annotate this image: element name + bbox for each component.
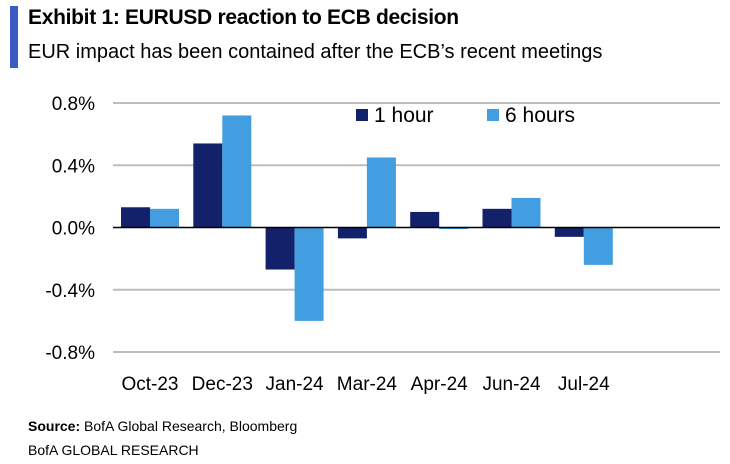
bar-1-hour	[121, 207, 150, 228]
bar-1-hour	[265, 227, 295, 270]
bar-1-hour	[410, 211, 440, 228]
x-tick-label: Jan-24	[266, 374, 325, 395]
chart-subtitle: EUR impact has been contained after the …	[28, 41, 603, 63]
bar-1-hour	[554, 227, 584, 237]
x-tick-label: Dec-23	[192, 374, 253, 395]
bar-6-hours	[583, 227, 613, 265]
bar-6-hours	[366, 157, 396, 228]
title-accent-bar	[10, 6, 18, 68]
source-note: Source: BofA Global Research, Bloomberg	[28, 418, 297, 434]
bar-6-hours	[294, 227, 324, 321]
x-tick-label: Jul-24	[558, 374, 610, 395]
bar-1-hour	[482, 208, 512, 228]
legend-label: 6 hours	[505, 104, 575, 127]
bar-6-hours	[222, 115, 252, 228]
y-tick-label: -0.8%	[45, 343, 95, 364]
legend-label: 1 hour	[374, 104, 434, 127]
x-tick-label: Jun-24	[482, 374, 541, 395]
x-tick-label: Oct-23	[121, 374, 178, 395]
chart-title: Exhibit 1: EURUSD reaction to ECB decisi…	[28, 6, 459, 29]
bar-6-hours	[439, 227, 469, 230]
legend-swatch	[487, 109, 499, 121]
bar-1-hour	[193, 143, 223, 228]
source-text: BofA Global Research, Bloomberg	[80, 418, 298, 434]
legend-swatch	[356, 109, 368, 121]
source-label: Source:	[28, 418, 81, 434]
y-tick-label: 0.8%	[52, 94, 95, 115]
bar-1-hour	[337, 227, 367, 239]
bar-6-hours	[511, 197, 541, 228]
y-tick-label: 0.0%	[52, 219, 95, 240]
y-tick-label: -0.4%	[45, 281, 95, 302]
x-tick-label: Apr-24	[411, 374, 468, 395]
brand-footer: BofA GLOBAL RESEARCH	[28, 442, 199, 458]
y-tick-label: 0.4%	[52, 156, 95, 177]
x-tick-label: Mar-24	[337, 374, 398, 395]
bar-6-hours	[150, 208, 179, 228]
